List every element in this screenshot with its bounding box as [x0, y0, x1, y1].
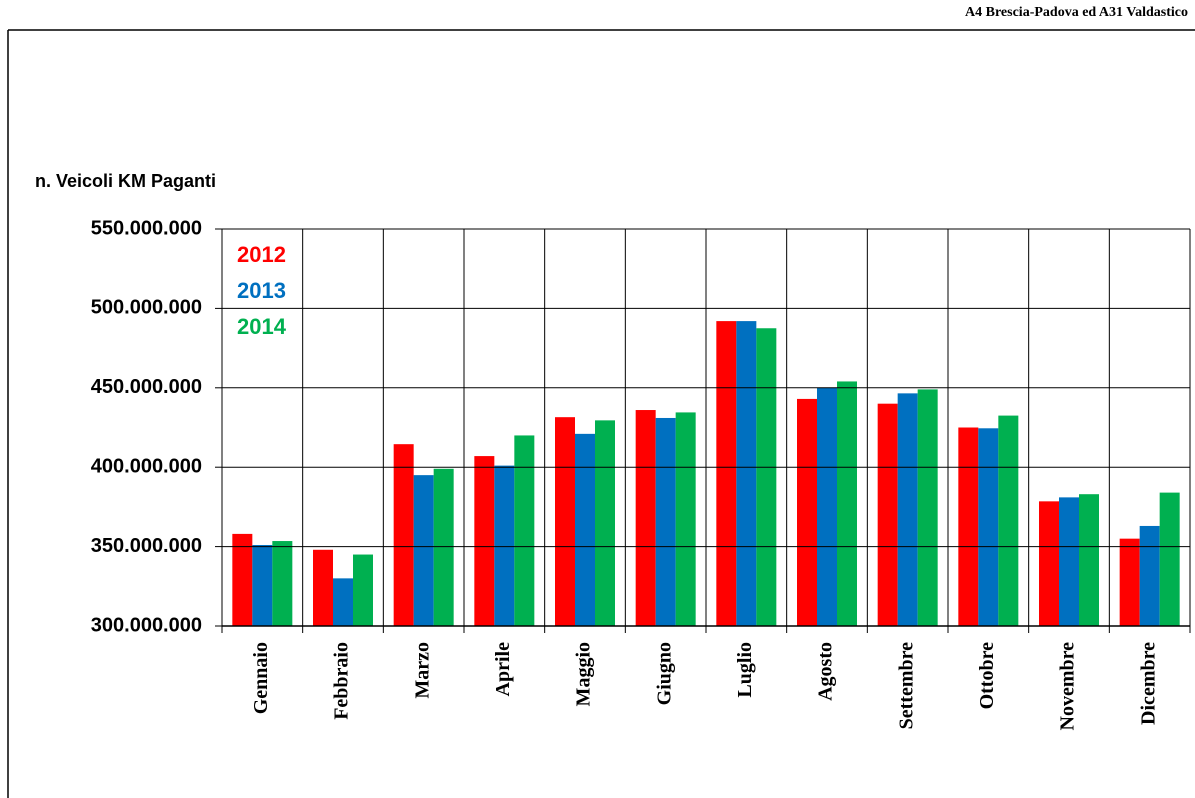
bar	[272, 541, 293, 626]
x-tick-label: Agosto	[815, 642, 837, 701]
legend-entry: 2013	[237, 278, 286, 303]
bar	[716, 321, 737, 626]
legend-entry: 2012	[237, 242, 286, 267]
bar	[897, 393, 918, 626]
bar	[1159, 492, 1180, 626]
y-tick-label: 500.000.000	[91, 297, 202, 319]
bar	[595, 420, 615, 626]
bar	[756, 328, 777, 626]
y-tick-label: 300.000.000	[91, 614, 202, 636]
bar	[494, 465, 515, 626]
x-tick-label: Maggio	[573, 642, 595, 706]
bar	[232, 533, 253, 626]
x-tick-label: Dicembre	[1137, 642, 1159, 725]
x-tick-label: Aprile	[492, 642, 514, 697]
y-tick-label: 350.000.000	[91, 535, 202, 557]
bar	[555, 417, 575, 626]
x-tick-label: Luglio	[734, 642, 756, 698]
bar	[1039, 501, 1059, 626]
bar	[1079, 494, 1099, 626]
x-tick-label: Giugno	[653, 642, 675, 705]
bar	[474, 456, 495, 626]
header: A4 Brescia-Padova ed A31 Valdastico	[965, 5, 1188, 20]
bar	[958, 427, 979, 626]
bar	[333, 578, 353, 626]
bar	[998, 415, 1019, 626]
bar	[635, 410, 656, 626]
legend-entry: 2014	[237, 314, 287, 339]
bar	[1059, 497, 1079, 626]
y-tick-label: 550.000.000	[91, 217, 202, 239]
y-tick-label: 450.000.000	[91, 376, 202, 398]
bar	[877, 403, 898, 626]
bar	[1139, 525, 1160, 626]
x-tick-label: Marzo	[411, 642, 433, 699]
bar	[675, 412, 696, 626]
x-tick-label: Gennaio	[250, 642, 272, 714]
bar	[313, 549, 333, 626]
bar	[1119, 538, 1140, 626]
bar	[252, 545, 273, 626]
bar	[393, 444, 414, 626]
y-axis-label: n. Veicoli KM Paganti	[35, 171, 216, 191]
x-tick-label: Novembre	[1057, 642, 1079, 731]
bar	[433, 468, 454, 626]
bar	[837, 381, 857, 626]
bar	[514, 435, 535, 626]
bar	[655, 417, 676, 626]
x-tick-label: Ottobre	[976, 642, 998, 710]
bar	[917, 389, 938, 626]
bar	[575, 433, 595, 626]
y-tick-label: 400.000.000	[91, 455, 202, 477]
bar	[353, 554, 373, 626]
x-tick-label: Febbraio	[331, 642, 353, 720]
bar	[817, 387, 837, 626]
x-tick-label: Settembre	[895, 642, 917, 729]
bar	[413, 475, 434, 626]
bar	[797, 398, 817, 626]
bar	[736, 321, 757, 626]
bar	[978, 428, 999, 626]
